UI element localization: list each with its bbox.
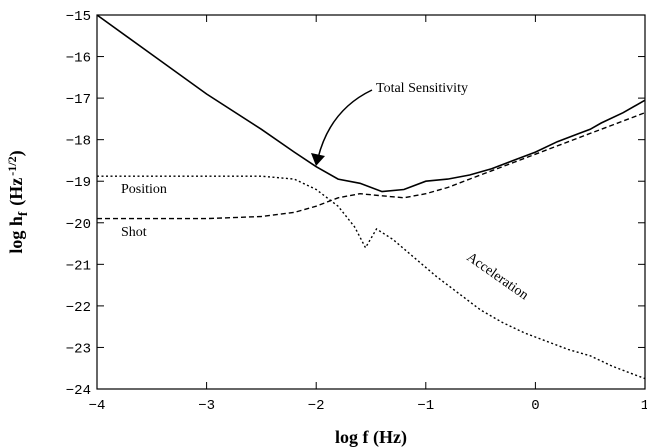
- y-tick-label: −23: [66, 341, 91, 357]
- y-tick-label: −18: [66, 134, 91, 150]
- x-axis-title: log f (Hz): [335, 427, 407, 448]
- arrow-head-icon: [311, 153, 325, 166]
- x-tick-label: −4: [89, 398, 106, 414]
- y-tick-label: −17: [66, 92, 91, 108]
- y-tick-label: −15: [66, 9, 91, 25]
- series-total-sensitivity: [96, 14, 646, 193]
- y-axis-title: log hf(Hz-1/2): [5, 150, 30, 253]
- series-shot: [97, 112, 646, 220]
- x-tick-label: −1: [417, 398, 434, 414]
- x-tick-label: 0: [531, 398, 539, 414]
- annotation-shot: Shot: [121, 225, 147, 240]
- series-position-acceleration: [97, 175, 646, 380]
- total-sensitivity-arrow: [317, 89, 373, 159]
- x-tick-label: 1: [641, 398, 647, 414]
- annotation-position: Position: [121, 182, 167, 197]
- x-tick-label: −3: [198, 398, 215, 414]
- y-tick-label: −16: [66, 51, 91, 67]
- y-tick-label: −20: [66, 217, 91, 233]
- y-tick-label: −22: [66, 300, 91, 316]
- y-tick-label: −21: [66, 258, 91, 274]
- plot-area: [96, 14, 646, 390]
- y-tick-label: −24: [66, 383, 91, 399]
- y-tick-label: −19: [66, 175, 91, 191]
- x-tick-label: −2: [308, 398, 325, 414]
- annotation-total-sensitivity: Total Sensitivity: [376, 81, 468, 96]
